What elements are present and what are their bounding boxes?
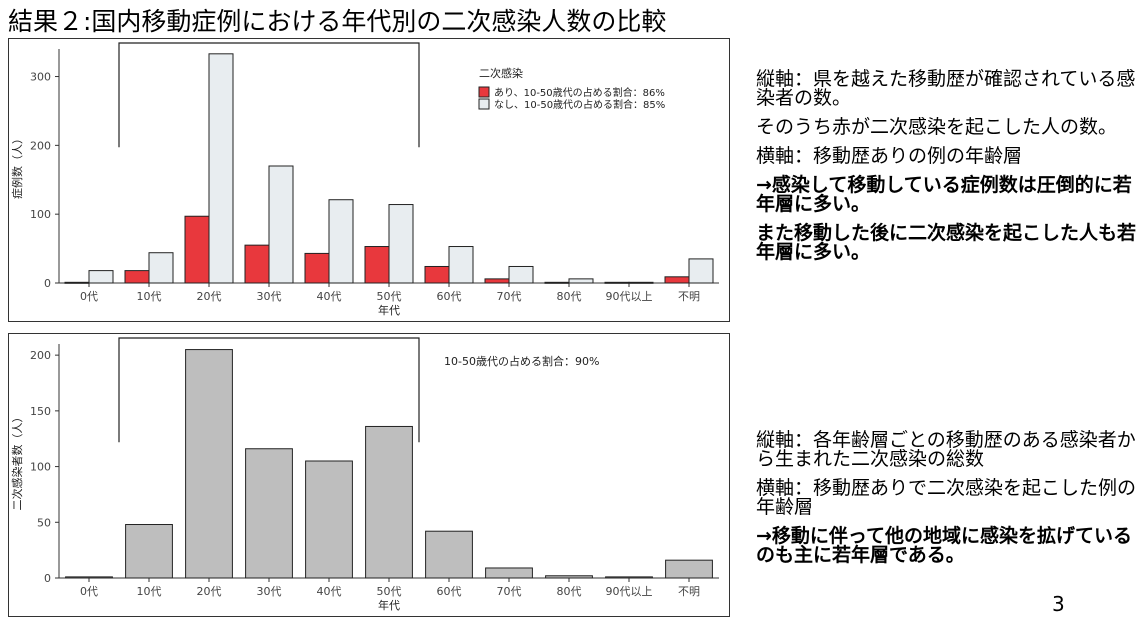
x-tick-label: 10代 [137,585,162,598]
x-tick-label: 不明 [678,290,700,303]
description-line: そのうち赤が二次感染を起こした人の数。 [756,116,1118,138]
legend-swatch [478,86,490,98]
x-tick-label: 70代 [497,290,522,303]
y-tick-label: 100 [30,461,51,474]
description-top: 縦軸：県を越えた移動歴が確認されている感染者の数。 そのうち赤が二次感染を起こし… [756,70,1136,272]
bar [568,278,594,284]
age-range-bracket [118,337,420,443]
bar [664,276,690,284]
x-tick-label: 30代 [257,585,282,598]
bar [604,281,630,284]
x-tick-label: 20代 [197,585,222,598]
bar [544,281,570,284]
x-tick-label: 60代 [437,290,462,303]
bar [688,258,714,284]
bar [124,270,150,284]
bar [365,425,413,579]
chart-annotation: 10-50歳代の占める割合：90% [444,354,599,368]
chart-secondary-svg: 0 50 100 150 200 二次感染者数（人） 0代 10代 20代 30代 40代 50代 60… [10,337,719,612]
description-conclusion: また移動した後に二次感染を起こした人も若年層に多い。 [756,222,1137,263]
x-tick-label: 60代 [437,585,462,598]
y-tick-label: 200 [30,139,51,152]
bar [508,265,534,284]
bar [244,244,270,284]
bar [545,575,593,579]
bar [185,349,233,579]
x-tick-label: 80代 [557,290,582,303]
y-tick-label: 300 [30,71,51,84]
age-range-bracket [118,42,420,148]
bar [64,281,90,284]
bar [485,567,533,579]
slide-title: 結果２:国内移動症例における年代別の二次感染人数の比較 [8,7,667,36]
y-tick-label: 50 [37,516,51,529]
description-conclusion: →移動に伴って他の地域に感染を拡げているのも主に若年層である。 [756,525,1132,566]
bar [88,270,114,284]
description-line: 縦軸：県を越えた移動歴が確認されている感染者の数。 [756,68,1136,109]
legend-swatch [478,98,490,110]
bar [628,281,654,284]
description-line: 縦軸：各年齢層ごとの移動歴のある感染者から生まれた二次感染の総数 [756,429,1136,470]
y-tick-label: 0 [44,277,51,290]
x-tick-label: 40代 [317,585,342,598]
x-tick-label: 50代 [377,585,402,598]
bar [305,460,353,579]
x-tick-label: 80代 [557,585,582,598]
bar [148,252,174,284]
bar [484,278,510,284]
x-tick-label: 30代 [257,290,282,303]
x-tick-label: 40代 [317,290,342,303]
y-axis-label: 症例数（人） [10,133,24,199]
x-tick-label: 0代 [80,585,98,598]
bar [424,265,450,284]
y-tick-label: 0 [44,572,51,585]
bar [388,204,414,284]
x-tick-label: 50代 [377,290,402,303]
bar [245,448,293,579]
description-line: 横軸：移動歴ありの例の年齢層 [756,145,1023,167]
x-tick-label: 70代 [497,585,522,598]
page-number: 3 [1052,592,1065,616]
bar [304,252,330,284]
x-tick-label: 90代以上 [606,585,653,598]
description-bottom: 縦軸：各年齢層ごとの移動歴のある感染者から生まれた二次感染の総数 横軸：移動歴あ… [756,431,1136,575]
x-tick-label: 90代以上 [606,290,653,303]
bar [184,215,210,284]
x-axis-label: 年代 [378,598,400,612]
x-axis-label: 年代 [378,303,400,317]
chart-panel-secondary: 0 50 100 150 200 二次感染者数（人） 0代 10代 20代 30代 40代 50代 60… [8,333,730,617]
chart-panel-cases: 0 100 200 300 症例数（人） 0代 10代 20代 30代 40代 50代 60代 70代 8… [8,38,730,322]
bar [208,53,234,284]
x-tick-label: 不明 [678,585,700,598]
bar [665,559,713,579]
x-tick-label: 10代 [137,290,162,303]
x-tick-label: 20代 [197,290,222,303]
y-axis-label: 二次感染者数（人） [10,412,24,511]
x-tick-label: 0代 [80,290,98,303]
y-tick-label: 200 [30,349,51,362]
legend-label: なし、10-50歳代の占める割合：85% [494,98,665,111]
bar [448,246,474,284]
chart-cases-svg: 0 100 200 300 症例数（人） 0代 10代 20代 30代 40代 50代 60代 70代 8… [10,42,719,317]
bar [425,530,473,579]
bar [605,576,653,579]
bar [364,246,390,284]
legend-label: あり、10-50歳代の占める割合：86% [494,86,665,99]
legend-title: 二次感染 [479,66,523,80]
description-conclusion: →感染して移動している症例数は圧倒的に若年層に多い。 [756,174,1132,215]
bar [268,165,294,284]
bar [125,524,173,579]
y-tick-label: 100 [30,208,51,221]
description-line: 横軸：移動歴ありで二次感染を起こした例の年齢層 [756,477,1137,518]
y-tick-label: 150 [30,405,51,418]
bar [328,199,354,284]
bar [65,576,113,579]
